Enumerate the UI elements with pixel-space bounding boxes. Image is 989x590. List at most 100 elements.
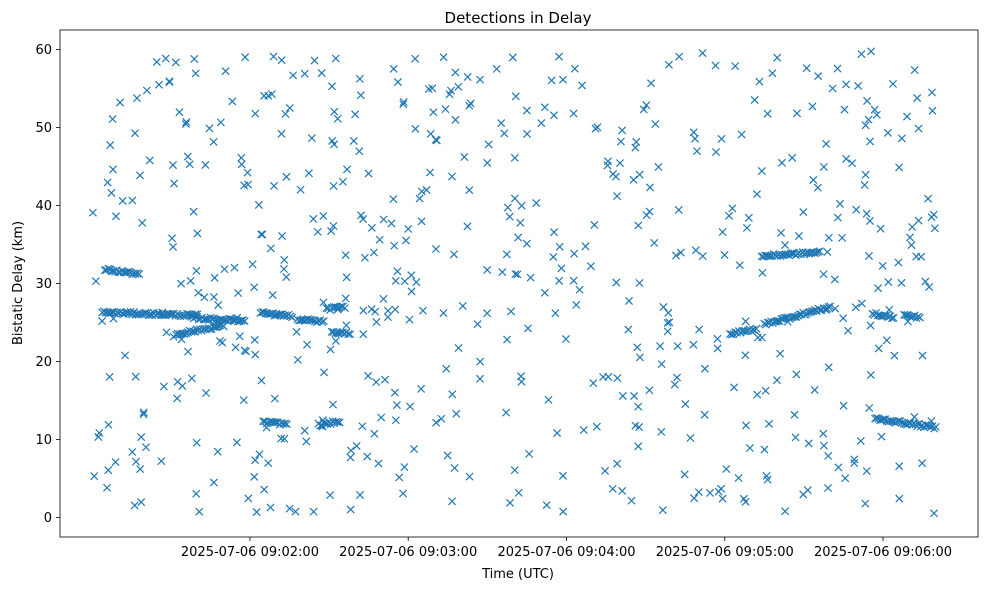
- x-tick-label: 2025-07-06 09:02:00: [181, 545, 319, 560]
- detection-marker: [689, 340, 698, 349]
- detection-marker: [813, 247, 823, 256]
- detection-marker: [624, 325, 633, 334]
- detection-marker: [675, 52, 684, 61]
- detection-marker: [359, 215, 368, 224]
- y-tick-label: 40: [35, 199, 52, 214]
- detection-marker: [918, 351, 927, 360]
- detection-marker: [282, 273, 291, 282]
- detection-marker: [650, 238, 659, 247]
- detection-marker: [285, 504, 294, 513]
- detection-marker: [161, 54, 170, 63]
- detection-marker: [735, 261, 744, 270]
- detection-marker: [144, 311, 153, 320]
- detection-marker: [326, 491, 335, 500]
- detection-marker: [399, 489, 408, 498]
- detection-marker: [760, 445, 769, 454]
- detection-marker: [555, 242, 564, 251]
- detection-marker: [864, 251, 874, 261]
- detection-marker: [882, 336, 891, 345]
- detection-marker: [111, 458, 120, 467]
- detection-marker: [417, 384, 426, 393]
- detection-marker: [399, 97, 408, 107]
- detection-marker: [842, 154, 851, 163]
- detection-marker: [201, 160, 210, 169]
- detection-marker: [772, 317, 781, 326]
- detection-marker: [523, 324, 533, 333]
- detection-marker: [819, 441, 828, 450]
- detection-marker: [463, 222, 472, 231]
- detection-marker: [395, 473, 404, 482]
- detection-marker: [930, 224, 939, 233]
- detection-marker: [331, 54, 340, 63]
- detection-marker: [270, 418, 279, 427]
- detection-marker: [116, 98, 125, 107]
- detection-marker: [230, 263, 239, 272]
- detection-marker: [791, 433, 800, 442]
- detection-marker: [700, 364, 709, 373]
- detection-marker: [802, 64, 811, 73]
- detection-marker: [234, 289, 243, 298]
- detection-marker: [781, 241, 790, 250]
- detection-marker: [383, 313, 392, 322]
- detection-marker: [914, 216, 923, 225]
- detection-marker: [514, 233, 523, 242]
- detection-marker: [431, 245, 440, 254]
- detection-marker: [349, 136, 358, 145]
- detection-marker: [483, 265, 492, 274]
- detection-marker: [192, 489, 201, 498]
- detection-marker: [258, 230, 267, 239]
- detection-marker: [634, 221, 643, 230]
- detection-marker: [142, 86, 151, 95]
- detection-marker: [409, 444, 419, 454]
- detection-marker: [107, 267, 116, 276]
- detection-marker: [835, 199, 845, 208]
- detection-marker: [561, 334, 570, 344]
- detection-marker: [404, 224, 413, 233]
- detection-marker: [466, 99, 475, 108]
- detection-marker: [824, 363, 833, 372]
- detection-marker: [781, 507, 790, 516]
- detection-marker: [383, 306, 392, 315]
- detection-marker: [711, 147, 721, 157]
- detection-marker: [302, 437, 311, 446]
- detection-marker: [700, 410, 709, 419]
- detection-marker: [183, 347, 193, 356]
- detection-marker: [618, 391, 627, 400]
- detection-marker: [131, 457, 141, 466]
- detection-marker: [266, 503, 275, 512]
- detection-marker: [159, 382, 168, 391]
- detection-marker: [327, 82, 337, 91]
- detection-marker: [173, 377, 182, 386]
- detection-marker: [443, 451, 452, 460]
- detection-marker: [442, 364, 451, 373]
- detection-marker: [88, 208, 97, 217]
- detection-marker: [593, 123, 602, 132]
- detection-marker: [674, 205, 683, 214]
- detection-marker: [671, 251, 681, 260]
- detection-marker: [570, 249, 579, 258]
- detection-marker: [309, 214, 318, 223]
- detection-marker: [777, 158, 786, 167]
- detection-marker: [103, 483, 112, 492]
- detection-marker: [460, 153, 469, 162]
- detection-marker: [631, 143, 640, 152]
- detection-marker: [411, 54, 420, 63]
- detection-marker: [792, 370, 801, 379]
- detection-marker: [393, 267, 402, 276]
- detection-marker: [426, 168, 435, 177]
- detection-marker: [753, 390, 762, 399]
- detection-marker: [570, 64, 579, 73]
- detection-marker: [288, 313, 297, 322]
- detection-marker: [611, 172, 620, 181]
- detection-marker: [200, 293, 209, 302]
- detection-marker: [452, 409, 461, 418]
- detection-marker: [175, 108, 184, 117]
- detection-marker: [303, 340, 312, 349]
- detection-marker: [363, 452, 372, 461]
- detection-marker: [131, 372, 140, 381]
- detection-marker: [502, 250, 511, 259]
- detection-marker: [930, 509, 939, 518]
- detection-marker: [411, 124, 420, 133]
- detection-marker: [918, 459, 927, 468]
- detection-marker: [500, 129, 509, 138]
